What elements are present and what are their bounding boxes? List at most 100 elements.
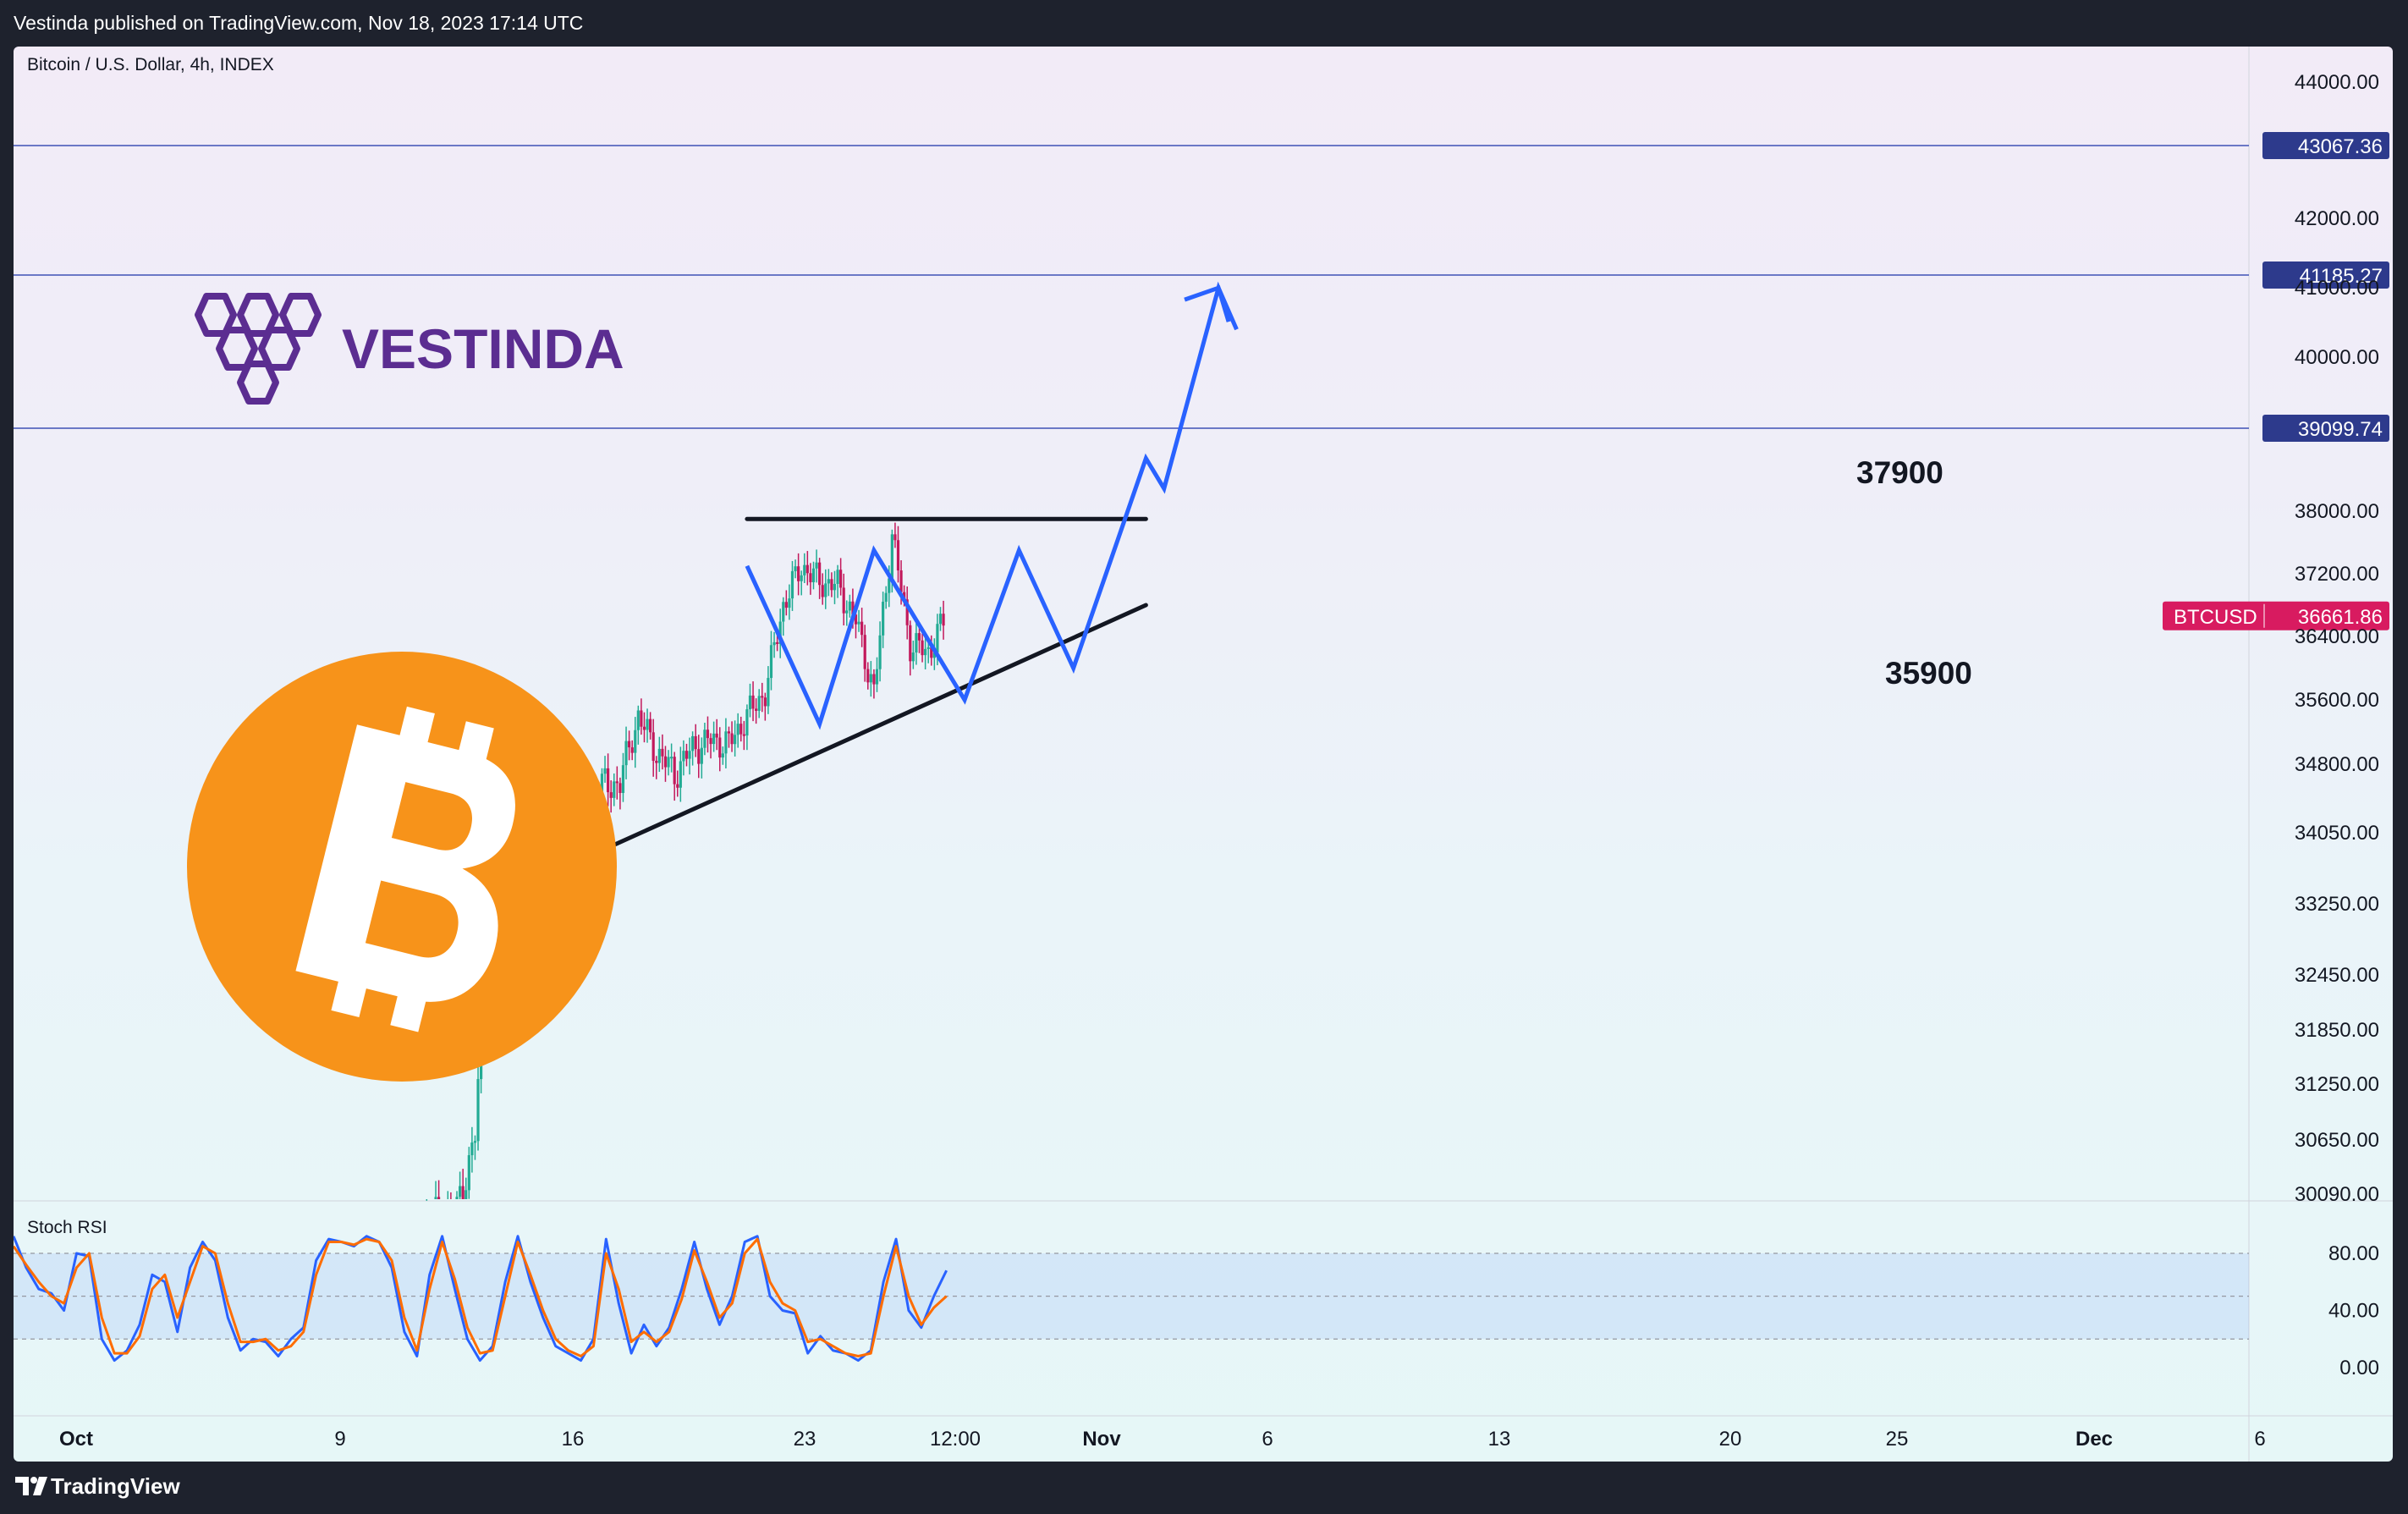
chart-panel[interactable]: 43067.36 41185.27 39099.74 BTCUSD 36661.86 8…	[14, 47, 2393, 1462]
tradingview-brand-text[interactable]: TradingView	[51, 1473, 180, 1499]
candle-body	[921, 640, 924, 656]
candle-body	[811, 568, 816, 583]
candle-body	[651, 732, 655, 761]
candle-body	[848, 601, 851, 611]
candle-body	[667, 757, 670, 768]
candle-body	[890, 534, 893, 579]
candle-body	[467, 1155, 470, 1191]
candle-body	[661, 748, 664, 757]
candle-body	[684, 751, 689, 759]
candle-body	[679, 761, 682, 788]
candle-body	[434, 1197, 437, 1199]
projection-path[interactable]	[745, 281, 1239, 730]
stoch-tick-label: 80.00	[2328, 1242, 2379, 1265]
time-tick-label: 9	[334, 1428, 345, 1451]
candle-body	[600, 774, 604, 799]
candle-body	[815, 562, 818, 569]
price-tick-label: 30090.00	[2295, 1183, 2379, 1206]
candle-body	[640, 710, 643, 727]
candle-body	[607, 768, 610, 793]
candle-body	[642, 726, 646, 730]
last-price-badge	[2163, 601, 2389, 630]
candle-body	[805, 564, 809, 574]
candle-body	[649, 718, 652, 733]
candle-body	[624, 740, 628, 766]
candle-body	[730, 733, 734, 745]
candle-body	[761, 696, 764, 698]
candle-body	[682, 751, 685, 762]
candle-body	[657, 748, 661, 763]
price-tick-label: 34800.00	[2295, 753, 2379, 776]
time-tick-label: 13	[1488, 1428, 1511, 1451]
candle-body	[926, 647, 930, 649]
candle-body	[797, 566, 800, 581]
stoch-rsi-pane[interactable]: 80.00 40.00 0.00	[14, 1235, 2379, 1379]
candle-body	[782, 602, 785, 622]
candle-body	[896, 540, 900, 570]
horizontal-level-price: 39099.74	[2298, 418, 2383, 441]
candle-body	[924, 648, 927, 656]
candle-body	[721, 753, 724, 758]
candle-body	[745, 709, 749, 736]
candle-body	[836, 570, 839, 584]
vestinda-hexagon-logo-icon	[195, 293, 322, 405]
candle-body	[734, 735, 737, 745]
stoch-d-line	[14, 1237, 948, 1357]
price-tick-label: 38000.00	[2295, 500, 2379, 523]
candle-body	[636, 710, 640, 730]
horizontal-levels[interactable]: 43067.36 41185.27 39099.74 BTCUSD 36661.86	[14, 132, 2389, 630]
horizontal-level-price: 43067.36	[2298, 135, 2383, 158]
candle-body	[748, 695, 752, 710]
chart-canvas[interactable]: 43067.36 41185.27 39099.74 BTCUSD 36661.86 8…	[14, 47, 2393, 1462]
candle-body	[942, 614, 945, 626]
stoch-tick-label: 0.00	[2339, 1357, 2379, 1379]
time-tick-label: 25	[1886, 1428, 1909, 1451]
candle-body	[866, 669, 870, 683]
price-tick-label: 32450.00	[2295, 964, 2379, 987]
candle-body	[718, 737, 722, 758]
horizontal-level-badge	[2262, 415, 2389, 442]
candle-body	[778, 621, 782, 644]
candle-body	[917, 633, 921, 641]
candle-body	[709, 738, 712, 745]
candle-body	[772, 641, 776, 646]
candle-body	[646, 718, 649, 730]
candle-body	[915, 633, 918, 653]
candle-body	[860, 621, 864, 636]
candle-body	[459, 1186, 462, 1197]
candle-body	[473, 1141, 477, 1143]
price-tick-label: 36400.00	[2295, 625, 2379, 648]
candle-body	[703, 729, 706, 748]
candle-body	[827, 579, 830, 584]
price-tick-label: 40000.00	[2295, 346, 2379, 369]
candle-body	[691, 735, 695, 751]
candle-body	[767, 678, 770, 707]
candle-body	[700, 747, 703, 764]
candle-body	[821, 585, 824, 597]
grid	[14, 47, 2393, 1462]
candle-body	[930, 647, 933, 658]
candle-body	[839, 570, 843, 588]
candle-body	[739, 724, 743, 735]
candle-body	[854, 614, 858, 625]
time-tick-label: Nov	[1082, 1428, 1121, 1451]
candle-body	[833, 583, 837, 591]
candle-body	[800, 575, 803, 581]
time-tick-label: 6	[2254, 1428, 2265, 1451]
candle-body	[776, 641, 779, 644]
candle-body	[470, 1142, 474, 1156]
projection-arrowhead[interactable]	[1184, 284, 1231, 322]
candle-body	[613, 781, 616, 798]
candle-body	[936, 624, 939, 653]
candle-body	[882, 602, 885, 636]
candle-body	[465, 1190, 468, 1199]
candle-body	[615, 781, 618, 784]
bitcoin-logo-icon	[187, 652, 617, 1082]
stoch-k-line	[14, 1235, 948, 1363]
candle-body	[706, 729, 710, 739]
candle-body	[938, 614, 943, 625]
candle-body	[878, 635, 882, 669]
candle-body	[712, 733, 716, 745]
price-tick-label: 31850.00	[2295, 1019, 2379, 1042]
candle-body	[857, 621, 860, 625]
